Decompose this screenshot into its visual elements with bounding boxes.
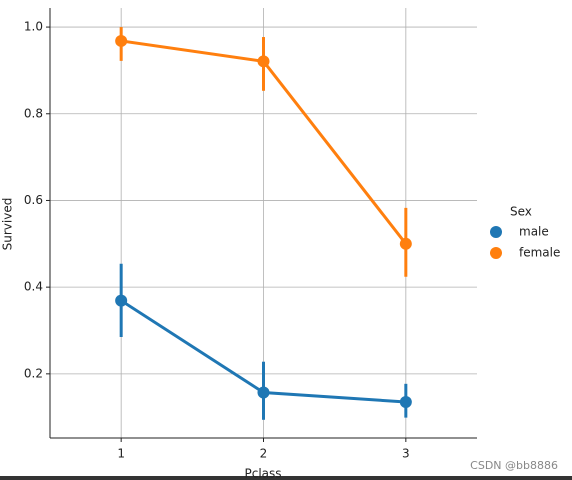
y-tick-label: 0.4 xyxy=(24,280,43,294)
y-tick-label: 1.0 xyxy=(24,20,43,34)
point xyxy=(399,237,412,250)
point xyxy=(115,34,128,47)
y-tick-label: 0.8 xyxy=(24,106,43,120)
x-tick-label: 3 xyxy=(402,447,410,461)
legend-marker xyxy=(490,247,502,259)
x-tick-label: 1 xyxy=(117,447,125,461)
point xyxy=(399,396,412,409)
legend-title: Sex xyxy=(510,205,532,219)
y-tick-label: 0.6 xyxy=(24,193,43,207)
point xyxy=(257,55,270,68)
watermark: CSDN @bb8886 xyxy=(470,459,558,472)
y-tick-label: 0.2 xyxy=(24,366,43,380)
x-tick-label: 2 xyxy=(260,447,268,461)
point xyxy=(115,294,128,307)
legend-label: female xyxy=(519,246,560,260)
legend-marker xyxy=(490,226,502,238)
x-axis-label: Pclass xyxy=(244,467,281,480)
point xyxy=(257,386,270,399)
bottom-bar xyxy=(0,476,572,480)
legend-label: male xyxy=(519,225,549,239)
y-axis-label: Survived xyxy=(1,198,15,251)
